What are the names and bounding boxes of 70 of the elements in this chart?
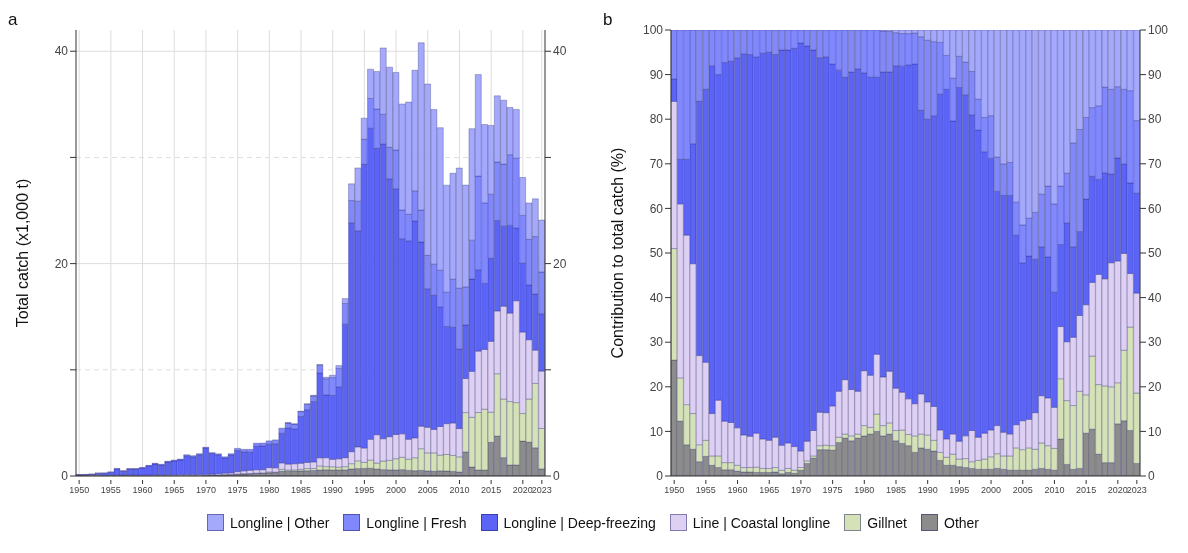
y-tick-label: 40 <box>54 44 69 59</box>
y-tick-label: 30 <box>649 335 664 350</box>
x-tick-label: 1970 <box>195 485 216 495</box>
x-tick-label: 1950 <box>69 485 90 495</box>
x-tick-label: 2005 <box>1012 485 1033 495</box>
x-tick-label: 1995 <box>949 485 970 495</box>
y2-tick-label: 40 <box>553 44 567 59</box>
x-tick-label: 2000 <box>386 485 407 495</box>
legend-label: Line | Coastal longline <box>692 514 831 531</box>
y2-tick-label: 30 <box>1148 335 1162 350</box>
x-tick-label: 2010 <box>449 485 470 495</box>
x-tick-label: 1970 <box>790 485 811 495</box>
y2-tick-label: 70 <box>1148 157 1162 172</box>
y-tick-label: 60 <box>649 201 664 216</box>
y-tick-label: 0 <box>61 469 69 484</box>
y-tick-label: 0 <box>656 469 664 484</box>
x-tick-label: 1955 <box>695 485 716 495</box>
x-tick-label: 1985 <box>290 485 312 495</box>
y2-tick-label: 60 <box>1148 201 1162 216</box>
x-tick-label: 1975 <box>822 485 843 495</box>
x-tick-label: 2015 <box>1076 485 1097 495</box>
legend-label: Longline | Deep-freezing <box>503 514 656 531</box>
x-tick-label: 2020 <box>512 485 533 495</box>
x-tick-label: 2023 <box>1126 485 1147 495</box>
x-tick-label: 1960 <box>727 485 748 495</box>
x-tick-label: 1990 <box>917 485 938 495</box>
y2-tick-label: 20 <box>553 256 567 271</box>
x-tick-label: 1985 <box>885 485 907 495</box>
x-tick-label: 1980 <box>259 485 280 495</box>
x-tick-label: 2023 <box>531 485 552 495</box>
x-tick-label: 2015 <box>481 485 502 495</box>
x-tick-label: 1965 <box>759 485 780 495</box>
y-tick-label: 20 <box>54 256 69 271</box>
y2-tick-label: 0 <box>553 469 560 484</box>
x-tick-label: 1955 <box>100 485 121 495</box>
y2-tick-label: 50 <box>1148 246 1162 261</box>
x-tick-label: 2005 <box>417 485 438 495</box>
legend-label: Longline | Fresh <box>366 514 467 531</box>
x-tick-label: 2010 <box>1044 485 1065 495</box>
y-tick-label: 80 <box>649 112 664 127</box>
y2-tick-label: 20 <box>1148 380 1162 395</box>
x-tick-label: 1980 <box>854 485 875 495</box>
legend-label: Gillnet <box>867 514 907 531</box>
y2-tick-label: 0 <box>1148 469 1155 484</box>
x-tick-label: 1995 <box>354 485 375 495</box>
chart-title: b <box>603 10 613 30</box>
y-tick-label: 50 <box>649 246 664 261</box>
chart-title: a <box>8 10 18 30</box>
legend-label: Other <box>944 514 980 531</box>
y2-tick-label: 80 <box>1148 112 1162 127</box>
x-tick-label: 2000 <box>981 485 1002 495</box>
y-axis-title: Total catch (x1,000 t) <box>13 178 31 328</box>
legend-label: Longline | Other <box>229 514 330 531</box>
y2-tick-label: 40 <box>1148 290 1162 305</box>
y2-tick-label: 90 <box>1148 67 1162 82</box>
x-tick-label: 1990 <box>322 485 343 495</box>
x-tick-label: 2020 <box>1107 485 1128 495</box>
y2-tick-label: 100 <box>1148 23 1169 38</box>
y-tick-label: 20 <box>649 380 664 395</box>
x-tick-label: 1975 <box>227 485 248 495</box>
y-tick-label: 10 <box>649 424 664 439</box>
y-tick-label: 70 <box>649 157 664 172</box>
y-tick-label: 90 <box>649 67 664 82</box>
x-tick-label: 1950 <box>664 485 685 495</box>
y2-tick-label: 10 <box>1148 424 1162 439</box>
y-tick-label: 100 <box>642 23 664 38</box>
y-tick-label: 40 <box>649 290 664 305</box>
x-tick-label: 1965 <box>164 485 185 495</box>
x-tick-label: 1960 <box>132 485 153 495</box>
y-axis-title: Contribution to total catch (%) <box>608 147 626 359</box>
